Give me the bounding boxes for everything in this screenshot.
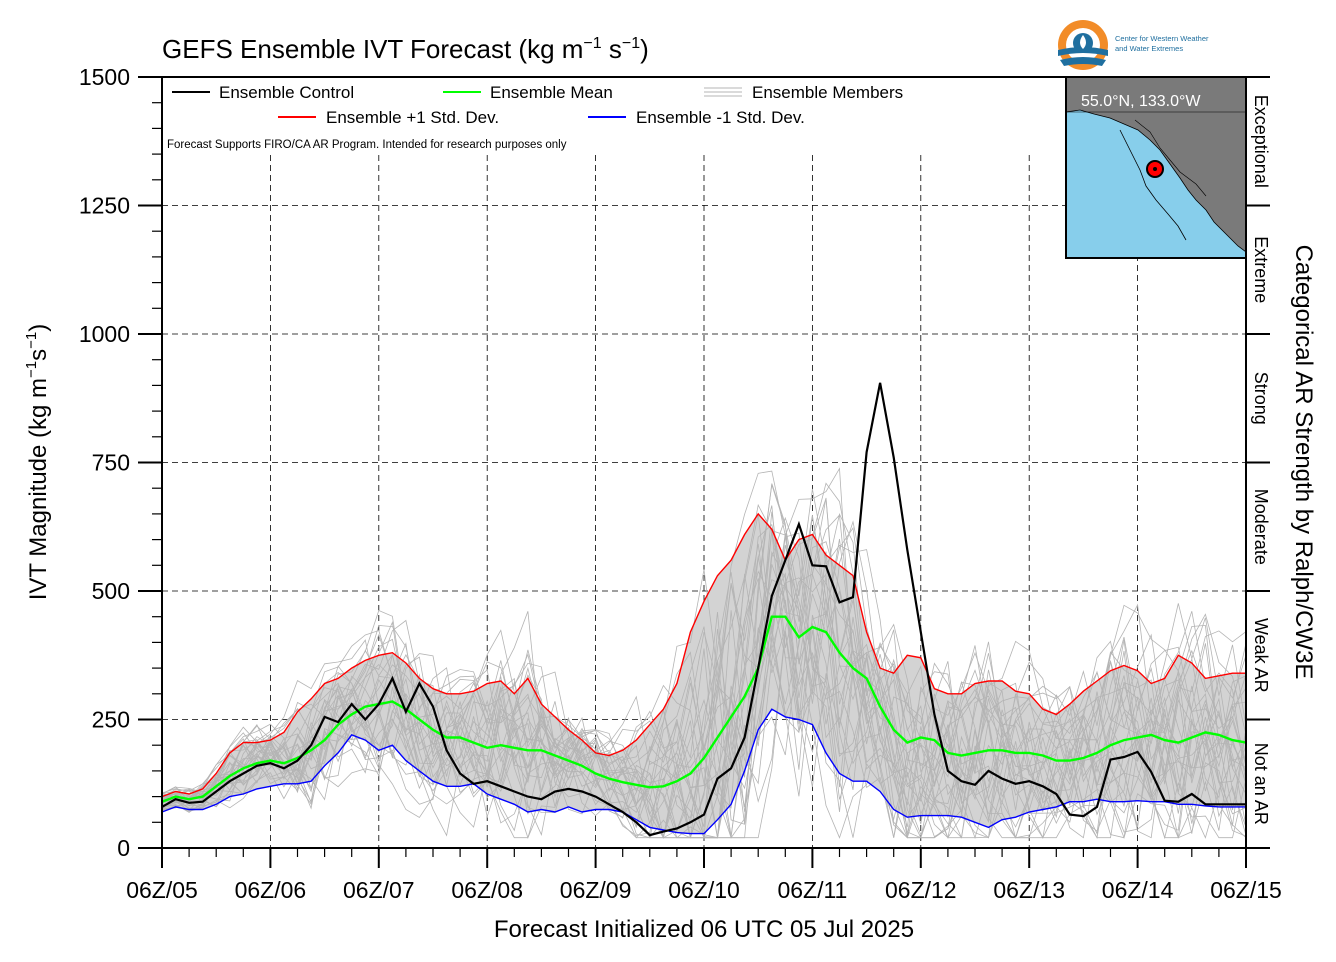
water-drop-icon — [1080, 35, 1086, 49]
inset-land-shape — [1065, 76, 1247, 253]
ensemble-member-line — [161, 579, 1247, 835]
x-tick-label: 06Z/09 — [560, 877, 632, 903]
y-tick-label: 1250 — [79, 193, 130, 219]
vertical-gridlines — [269, 155, 1138, 848]
x-tick-label: 06Z/15 — [1210, 877, 1282, 903]
x-tick-label: 06Z/08 — [451, 877, 523, 903]
x-tick-label: 06Z/14 — [1102, 877, 1174, 903]
ensemble-member-line — [161, 616, 1247, 838]
x-tick-label: 06Z/05 — [126, 877, 198, 903]
legend: Ensemble Control Ensemble Mean Ensemble … — [167, 83, 903, 151]
right-axis-title: Categorical AR Strength by Ralph/CW3E — [1290, 245, 1317, 680]
legend-plus-label: Ensemble +1 Std. Dev. — [326, 108, 499, 127]
y-axis: 0 250 500 750 1000 1250 1500 — [79, 64, 162, 861]
category-label: Extreme — [1251, 236, 1271, 303]
legend-control-label: Ensemble Control — [219, 83, 354, 102]
category-label: Strong — [1251, 372, 1271, 425]
cw3e-logo: Center for Western Weather and Water Ext… — [1058, 20, 1209, 70]
category-label: Moderate — [1251, 489, 1271, 565]
y-tick-label: 1000 — [79, 321, 130, 347]
ensemble-member-line — [161, 533, 1247, 840]
series-control-line — [161, 382, 1246, 837]
disclaimer-text: Forecast Supports FIRO/CA AR Program. In… — [167, 139, 567, 151]
ensemble-members — [161, 467, 1247, 840]
ensemble-member-line — [161, 467, 1247, 840]
legend-minus-label: Ensemble -1 Std. Dev. — [636, 108, 805, 127]
ensemble-member-line — [161, 484, 1247, 818]
ensemble-member-line — [161, 512, 1247, 839]
ensemble-member-line — [161, 599, 1247, 839]
y-tick-label: 500 — [92, 578, 130, 604]
x-tick-label: 06Z/07 — [343, 877, 415, 903]
category-label: Not an AR — [1251, 743, 1271, 825]
chart-title: GEFS Ensemble IVT Forecast (kg m−1 s−1) — [162, 34, 649, 64]
ensemble-member-line — [161, 527, 1247, 839]
series-mean-line — [161, 615, 1247, 803]
legend-mean-label: Ensemble Mean — [490, 83, 613, 102]
logo-text-line2: and Water Extremes — [1115, 44, 1183, 53]
logo-text-line1: Center for Western Weather — [1115, 34, 1209, 43]
x-tick-label: 06Z/11 — [777, 877, 847, 903]
y-tick-label: 250 — [92, 707, 130, 733]
x-tick-label: 06Z/12 — [885, 877, 957, 903]
y-tick-label: 1500 — [79, 64, 130, 90]
category-label: Weak AR — [1251, 618, 1271, 693]
ensemble-member-line — [161, 530, 1247, 840]
ensemble-member-line — [161, 514, 1247, 839]
x-tick-label: 06Z/13 — [993, 877, 1065, 903]
ensemble-member-line — [161, 483, 1247, 839]
y-axis-title: IVT Magnitude (kg m−1s−1) — [23, 324, 52, 601]
x-axis-title: Forecast Initialized 06 UTC 05 Jul 2025 — [494, 916, 914, 943]
ensemble-member-line — [161, 514, 1247, 839]
y-tick-label: 0 — [117, 835, 130, 861]
x-tick-label: 06Z/06 — [235, 877, 307, 903]
legend-members-label: Ensemble Members — [752, 83, 903, 102]
category-label: Exceptional — [1251, 95, 1271, 188]
x-tick-label: 06Z/10 — [668, 877, 740, 903]
category-axis: Not an AR Weak AR Moderate Strong Extreme Exc… — [1246, 76, 1271, 849]
x-axis: 06Z/05 06Z/06 06Z/07 06Z/08 06Z/09 06Z/10 06Z/… — [126, 848, 1282, 903]
inset-map: 55.0°N, 133.0°W — [1065, 76, 1247, 259]
ensemble-member-line — [161, 590, 1247, 839]
y-tick-label: 750 — [92, 450, 130, 476]
series-minus-std-line — [161, 708, 1246, 835]
inset-location-label: 55.0°N, 133.0°W — [1081, 93, 1201, 110]
ensemble-member-line — [161, 543, 1247, 839]
series-plus-std-line — [161, 512, 1246, 798]
